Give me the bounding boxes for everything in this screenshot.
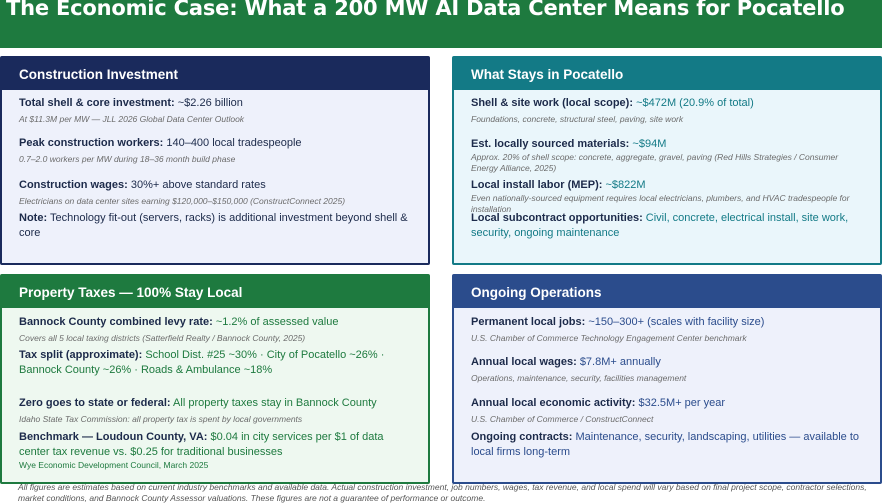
card-body: Permanent local jobs: ~150–300+ (scales … (454, 308, 880, 482)
stat-block: Local install labor (MEP): ~$822M Even n… (471, 178, 866, 215)
stat-value: 140–400 local tradespeople (166, 137, 302, 149)
title-banner: The Economic Case: What a 200 MW AI Data… (0, 0, 882, 48)
construction-investment-card: Construction Investment Total shell & co… (0, 56, 430, 265)
stat-source: U.S. Chamber of Commerce / ConstructConn… (471, 414, 654, 424)
stat-block: Local subcontract opportunities: Civil, … (471, 211, 866, 241)
stat-block: Permanent local jobs: ~150–300+ (scales … (471, 315, 866, 344)
stat-value: Civil, concrete, electrical install, sit… (471, 212, 849, 239)
stat-source: Foundations, concrete, structural steel,… (471, 114, 684, 124)
stat-block: Annual local wages: $7.8M+ annually Oper… (471, 355, 866, 384)
disclaimer-footer: All figures are estimates based on curre… (18, 482, 867, 503)
stat-label: Ongoing contracts: (471, 431, 573, 443)
stat-source: Operations, maintenance, security, facil… (471, 373, 687, 383)
stat-block: Benchmark — Loudoun County, VA: $0.04 in… (19, 430, 414, 471)
stat-label: Permanent local jobs: (471, 316, 586, 328)
stat-block: Shell & site work (local scope): ~$472M … (471, 96, 866, 125)
stat-label: Construction wages: (19, 179, 128, 191)
card-header: Construction Investment (2, 58, 428, 90)
stat-label: Note: (19, 212, 48, 224)
card-header: Property Taxes — 100% Stay Local (2, 276, 428, 308)
stat-block: Est. locally sourced materials: ~$94M Ap… (471, 137, 866, 174)
stat-value: $7.8M+ annually (579, 356, 661, 368)
stat-block: Total shell & core investment: ~$2.26 bi… (19, 96, 414, 125)
card-header: What Stays in Pocatello (454, 58, 880, 90)
stat-value: Technology fit-out (servers, racks) is a… (19, 212, 408, 239)
stat-block: Ongoing contracts: Maintenance, security… (471, 430, 866, 460)
stat-label: Local install labor (MEP): (471, 179, 603, 191)
stat-block: Construction wages: 30%+ above standard … (19, 178, 414, 207)
stat-value: ~$2.26 billion (177, 97, 243, 109)
stat-label: Peak construction workers: (19, 137, 164, 149)
stat-value: ~$472M (20.9% of total) (636, 97, 754, 109)
stat-label: Annual local economic activity: (471, 397, 636, 409)
stat-label: Est. locally sourced materials: (471, 138, 630, 150)
stat-label: Shell & site work (local scope): (471, 97, 633, 109)
stat-source: U.S. Chamber of Commerce Technology Enga… (471, 333, 747, 343)
stat-label: Annual local wages: (471, 356, 577, 368)
stat-label: Zero goes to state or federal: (19, 397, 171, 409)
stat-value: ~1.2% of assessed value (215, 316, 339, 328)
stat-source: 0.7–2.0 workers per MW during 18–36 mont… (19, 154, 236, 164)
stat-block: Annual local economic activity: $32.5M+ … (471, 396, 866, 425)
stat-value: All property taxes stay in Bannock Count… (173, 397, 377, 409)
stat-source: Wye Economic Development Council, March … (19, 460, 209, 470)
stat-source: Covers all 5 local taxing districts (Sat… (19, 333, 306, 343)
stat-source: Approx. 20% of shell scope: concrete, ag… (471, 152, 839, 173)
card-body: Shell & site work (local scope): ~$472M … (454, 90, 880, 263)
stat-source: Idaho State Tax Commission: all property… (19, 414, 303, 424)
stat-label: Benchmark — Loudoun County, VA: (19, 431, 208, 443)
stat-value: School Dist. #25 ~30% · City of Pocatell… (19, 349, 385, 376)
card-body: Bannock County combined levy rate: ~1.2%… (2, 308, 428, 482)
stat-block: Note: Technology fit-out (servers, racks… (19, 211, 414, 241)
stat-block: Bannock County combined levy rate: ~1.2%… (19, 315, 414, 344)
ongoing-operations-card: Ongoing Operations Permanent local jobs:… (452, 274, 882, 484)
stat-source: Even nationally-sourced equipment requir… (471, 193, 850, 214)
stat-label: Total shell & core investment: (19, 97, 175, 109)
stat-value: 30%+ above standard rates (130, 179, 266, 191)
stat-label: Local subcontract opportunities: (471, 212, 643, 224)
stat-label: Tax split (approximate): (19, 349, 143, 361)
stat-label: Bannock County combined levy rate: (19, 316, 213, 328)
stat-value: ~$94M (632, 138, 667, 150)
stat-value: ~150–300+ (scales with facility size) (588, 316, 765, 328)
stat-value: ~$822M (605, 179, 646, 191)
stat-value: $0.04 in city services per $1 of data ce… (19, 431, 384, 458)
stat-block: Tax split (approximate): School Dist. #2… (19, 348, 414, 378)
card-body: Total shell & core investment: ~$2.26 bi… (2, 90, 428, 263)
stat-value: $32.5M+ per year (638, 397, 726, 409)
property-taxes-card: Property Taxes — 100% Stay Local Bannock… (0, 274, 430, 484)
page-title: The Economic Case: What a 200 MW AI Data… (6, 0, 845, 20)
card-header: Ongoing Operations (454, 276, 880, 308)
stat-block: Peak construction workers: 140–400 local… (19, 136, 414, 165)
stat-block: Zero goes to state or federal: All prope… (19, 396, 414, 425)
what-stays-local-card: What Stays in Pocatello Shell & site wor… (452, 56, 882, 265)
stat-value: Maintenance, security, landscaping, util… (471, 431, 860, 458)
stat-source: At $11.3M per MW — JLL 2026 Global Data … (19, 114, 245, 124)
stat-source: Electricians on data center sites earnin… (19, 196, 346, 206)
